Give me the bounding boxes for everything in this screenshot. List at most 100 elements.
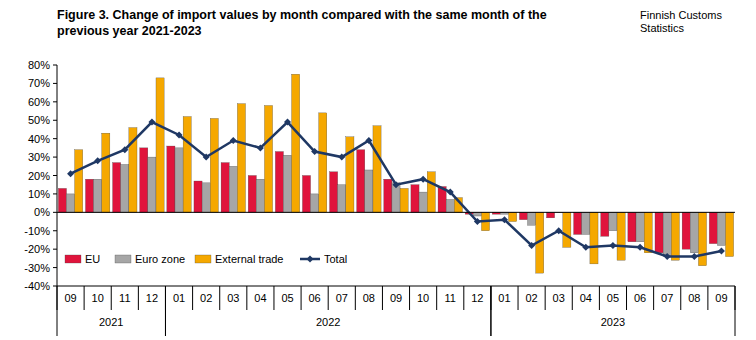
- bar: [194, 181, 202, 212]
- marker: [311, 148, 318, 155]
- legend-box: [61, 250, 366, 268]
- y-tick: [53, 120, 57, 121]
- group-separator: [165, 286, 166, 336]
- legend-swatch: [65, 255, 81, 263]
- bar: [292, 74, 300, 212]
- bar: [528, 212, 536, 225]
- marker: [338, 154, 345, 161]
- x-tick: [599, 286, 600, 310]
- y-tick: [53, 212, 57, 213]
- marker: [257, 144, 264, 151]
- x-tick: [328, 286, 329, 310]
- y-tick: [53, 267, 57, 268]
- bar: [644, 212, 652, 253]
- bar: [202, 183, 210, 212]
- legend-label: Euro zone: [135, 253, 185, 265]
- x-tick: [84, 286, 85, 310]
- x-tick-label: 09: [390, 292, 402, 304]
- bar: [311, 194, 319, 212]
- y-tick: [53, 157, 57, 158]
- x-tick-label: 02: [200, 292, 212, 304]
- bar: [690, 212, 698, 253]
- zero-line: [57, 212, 735, 213]
- marker: [67, 170, 74, 177]
- bar: [175, 148, 183, 212]
- x-tick-label: 07: [336, 292, 348, 304]
- bar: [717, 212, 725, 245]
- y-tick: [53, 230, 57, 231]
- bar: [156, 78, 164, 212]
- y-tick-label: 50%: [28, 114, 50, 126]
- group-label: 2022: [316, 316, 340, 328]
- x-axis: [57, 286, 735, 287]
- bar: [601, 212, 609, 236]
- source-line: Statistics: [640, 22, 685, 34]
- marker: [447, 189, 454, 196]
- y-tick: [53, 175, 57, 176]
- plot-area: [58, 74, 733, 273]
- title-line: Figure 3. Change of import values by mon…: [57, 8, 547, 22]
- x-tick-label: 06: [634, 292, 646, 304]
- bar: [248, 176, 256, 213]
- x-tick-label: 04: [580, 292, 592, 304]
- bar: [94, 179, 102, 212]
- marker: [203, 154, 210, 161]
- bar: [400, 188, 408, 212]
- x-tick-label: 09: [64, 292, 76, 304]
- x-tick-label: 05: [281, 292, 293, 304]
- bar: [264, 106, 272, 213]
- bar: [590, 212, 598, 264]
- legend-label: EU: [85, 253, 100, 265]
- bar: [221, 163, 229, 213]
- legend-swatch: [195, 255, 211, 263]
- y-tick-label: 30%: [28, 151, 50, 163]
- bar: [113, 163, 121, 213]
- bar: [582, 212, 590, 234]
- x-tick: [707, 286, 708, 310]
- y-axis: [57, 65, 58, 286]
- x-tick-label: 02: [525, 292, 537, 304]
- legend-swatch: [115, 255, 131, 263]
- x-tick: [192, 286, 193, 310]
- y-tick: [53, 65, 57, 66]
- marker: [474, 218, 481, 225]
- marker: [582, 244, 589, 251]
- x-tick-label: 10: [92, 292, 104, 304]
- bar: [148, 157, 156, 212]
- bar: [655, 212, 663, 253]
- x-tick-label: 05: [607, 292, 619, 304]
- x-tick: [545, 286, 546, 310]
- title-line: previous year 2021-2023: [57, 24, 202, 38]
- bar: [330, 172, 338, 213]
- x-tick: [355, 286, 356, 310]
- x-tick: [273, 286, 274, 310]
- bar: [75, 150, 83, 213]
- bar: [210, 118, 218, 212]
- bar: [446, 199, 454, 212]
- bar: [167, 146, 175, 212]
- bar: [140, 148, 148, 212]
- y-tick: [53, 83, 57, 84]
- marker: [365, 137, 372, 144]
- group-separator: [490, 286, 491, 336]
- bar: [636, 212, 644, 241]
- bar: [473, 212, 481, 216]
- marker: [284, 119, 291, 126]
- marker: [637, 244, 644, 251]
- bar: [121, 164, 129, 212]
- x-tick-label: 12: [471, 292, 483, 304]
- y-tick-label: 20%: [28, 170, 50, 182]
- bar: [365, 170, 373, 212]
- x-tick: [518, 286, 519, 310]
- bar: [302, 176, 310, 213]
- marker: [555, 227, 562, 234]
- bar: [509, 212, 517, 221]
- y-tick-label: -30%: [24, 262, 50, 274]
- x-tick-label: 04: [254, 292, 266, 304]
- title: Figure 3. Change of import values by mon…: [57, 8, 547, 38]
- background: [0, 0, 756, 340]
- marker: [718, 248, 725, 255]
- bar: [411, 185, 419, 213]
- x-tick: [572, 286, 573, 310]
- x-tick-label: 06: [309, 292, 321, 304]
